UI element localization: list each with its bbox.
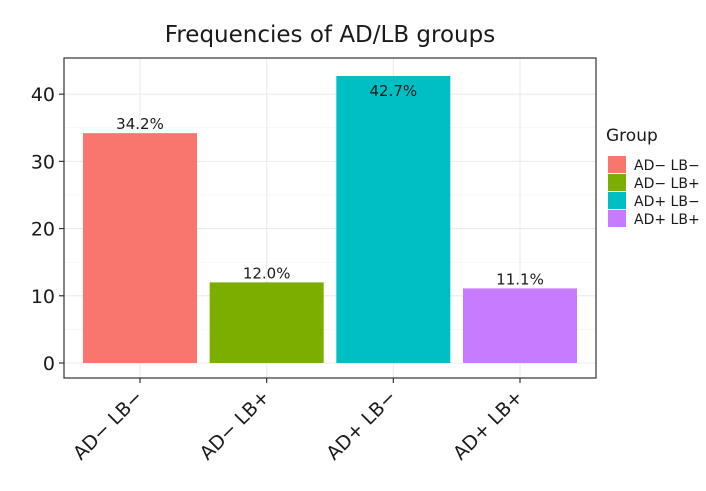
y-tick-label: 30 — [31, 151, 55, 173]
data-label: 11.1% — [496, 270, 544, 288]
legend-title: Group — [606, 126, 658, 146]
legend-key — [608, 156, 626, 173]
y-tick-label: 10 — [31, 286, 55, 308]
legend-key — [608, 174, 626, 191]
bar — [83, 133, 197, 363]
x-tick-label: AD− LB+ — [196, 386, 275, 465]
legend-key — [608, 210, 626, 227]
bar — [463, 288, 577, 363]
y-tick-label: 20 — [31, 219, 55, 241]
legend-key — [608, 192, 626, 209]
legend-label: AD+ LB+ — [634, 212, 700, 228]
data-label: 12.0% — [243, 264, 291, 282]
bar — [336, 76, 451, 363]
y-tick-label: 0 — [43, 353, 55, 375]
bars — [83, 76, 577, 363]
legend-label: AD− LB+ — [634, 176, 700, 192]
x-tick-label: AD− LB− — [69, 386, 148, 465]
x-tick-label: AD+ LB+ — [449, 386, 528, 465]
legend-label: AD+ LB− — [634, 194, 700, 210]
bar — [209, 282, 324, 363]
y-axis: 0 10 20 30 40 — [31, 84, 64, 375]
x-axis: AD− LB− AD− LB+ AD+ LB− AD+ LB+ — [69, 378, 528, 465]
data-label: 42.7% — [370, 82, 418, 100]
data-labels: 34.2% 12.0% 42.7% 11.1% — [116, 82, 544, 288]
legend-label: AD− LB− — [634, 158, 700, 174]
x-tick-label: AD+ LB− — [322, 386, 401, 465]
plot-border — [63, 57, 597, 379]
data-label: 34.2% — [116, 115, 164, 133]
y-tick-label: 40 — [31, 84, 55, 106]
legend: Group AD− LB− AD− LB+ AD+ LB− AD+ LB+ — [606, 126, 700, 228]
chart-title: Frequencies of AD/LB groups — [165, 22, 495, 48]
